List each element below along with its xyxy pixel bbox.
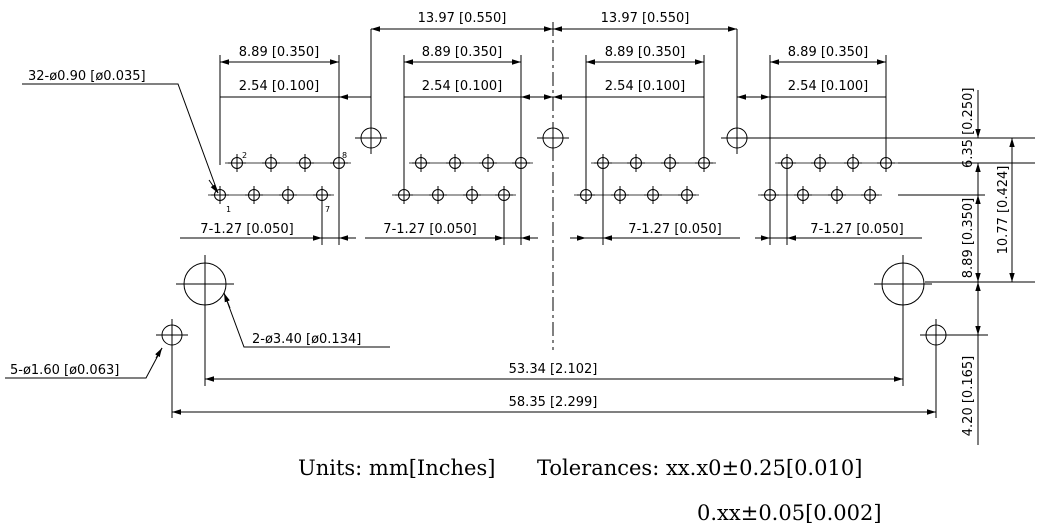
boardlock-hole bbox=[537, 122, 569, 154]
signal-pin-hole bbox=[661, 154, 679, 172]
dim-pin-spacing-2: 2.54 [0.100] bbox=[422, 79, 502, 94]
signal-pin-hole bbox=[262, 154, 280, 172]
dim-row-span-4: 8.89 [0.350] bbox=[788, 45, 868, 60]
post-hole bbox=[156, 319, 188, 351]
signal-pin-hole bbox=[495, 186, 513, 204]
pin-label-1: 1 bbox=[226, 205, 231, 214]
boardlock-hole bbox=[721, 122, 760, 154]
mount-hole-note: 2-ø3.40 [ø0.134] bbox=[252, 332, 361, 347]
signal-pin-hole bbox=[811, 154, 829, 172]
dim-pitch-4: 7-1.27 [0.050] bbox=[810, 222, 903, 237]
pin-label-2: 2 bbox=[242, 151, 247, 160]
signal-pin-hole bbox=[412, 154, 430, 172]
signal-pin-hole bbox=[794, 186, 812, 204]
dim-top-right-span: 13.97 [0.550] bbox=[601, 11, 690, 26]
signal-pin-hole bbox=[228, 154, 246, 172]
signal-pin-hole bbox=[313, 186, 331, 204]
mount-hole bbox=[874, 255, 932, 313]
signal-pin-hole bbox=[844, 154, 862, 172]
dim-row-span-1: 8.89 [0.350] bbox=[239, 45, 319, 60]
signal-pin-hole bbox=[678, 186, 696, 204]
dim-v-offset-1: 6.35 [0.250] bbox=[961, 88, 976, 168]
signal-pin-hole bbox=[778, 154, 796, 172]
mount-hole bbox=[176, 255, 234, 313]
dim-pin-spacing-3: 2.54 [0.100] bbox=[605, 79, 685, 94]
signal-pin-hole bbox=[446, 154, 464, 172]
pin-label-7: 7 bbox=[325, 205, 330, 214]
dimension-lines bbox=[5, 22, 1035, 445]
signal-pin-hole bbox=[611, 186, 629, 204]
tolerance-note-1: Tolerances: xx.x0±0.25[0.010] bbox=[537, 456, 862, 480]
tolerance-note-2: 0.xx±0.05[0.002] bbox=[697, 501, 882, 525]
dim-pitch-2: 7-1.27 [0.050] bbox=[383, 222, 476, 237]
hole-note: 32-ø0.90 [ø0.035] bbox=[28, 69, 146, 84]
dim-pitch-3: 7-1.27 [0.050] bbox=[628, 222, 721, 237]
dim-overall-span: 58.35 [2.299] bbox=[509, 395, 598, 410]
signal-pin-hole bbox=[577, 186, 595, 204]
signal-pin-hole bbox=[463, 186, 481, 204]
post-hole bbox=[920, 319, 952, 351]
dim-row-span-2: 8.89 [0.350] bbox=[422, 45, 502, 60]
signal-pin-hole bbox=[245, 186, 263, 204]
post-hole-note: 5-ø1.60 [ø0.063] bbox=[10, 363, 119, 378]
signal-pin-hole bbox=[429, 186, 447, 204]
holes bbox=[156, 122, 952, 351]
signal-pin-hole bbox=[512, 154, 530, 172]
signal-pin-hole bbox=[627, 154, 645, 172]
signal-pin-hole bbox=[877, 154, 895, 172]
boardlock-hole bbox=[355, 122, 387, 154]
dim-v-offset-2: 8.89 [0.350] bbox=[961, 198, 976, 278]
signal-pin-hole bbox=[296, 154, 314, 172]
dim-v-offset-4: 4.20 [0.165] bbox=[961, 356, 976, 436]
signal-pin-hole bbox=[594, 154, 612, 172]
dim-pin-spacing-4: 2.54 [0.100] bbox=[788, 79, 868, 94]
dim-pin-spacing-1: 2.54 [0.100] bbox=[239, 79, 319, 94]
signal-pin-hole bbox=[644, 186, 662, 204]
pin-label-8: 8 bbox=[342, 151, 347, 160]
dim-v-offset-3: 10.77 [0.424] bbox=[996, 166, 1011, 255]
signal-pin-hole bbox=[479, 154, 497, 172]
dim-top-left-span: 13.97 [0.550] bbox=[418, 11, 507, 26]
signal-pin-hole bbox=[828, 186, 846, 204]
signal-pin-hole bbox=[695, 154, 713, 172]
units-note: Units: mm[Inches] bbox=[298, 456, 495, 480]
signal-pin-hole bbox=[211, 186, 229, 204]
dim-pitch-1: 7-1.27 [0.050] bbox=[200, 222, 293, 237]
signal-pin-hole bbox=[395, 186, 413, 204]
dim-mount-span: 53.34 [2.102] bbox=[509, 362, 598, 377]
signal-pin-hole bbox=[861, 186, 879, 204]
dim-row-span-3: 8.89 [0.350] bbox=[605, 45, 685, 60]
signal-pin-grid bbox=[208, 154, 898, 204]
signal-pin-hole bbox=[279, 186, 297, 204]
signal-pin-hole bbox=[761, 186, 779, 204]
signal-pin-hole bbox=[330, 154, 348, 172]
